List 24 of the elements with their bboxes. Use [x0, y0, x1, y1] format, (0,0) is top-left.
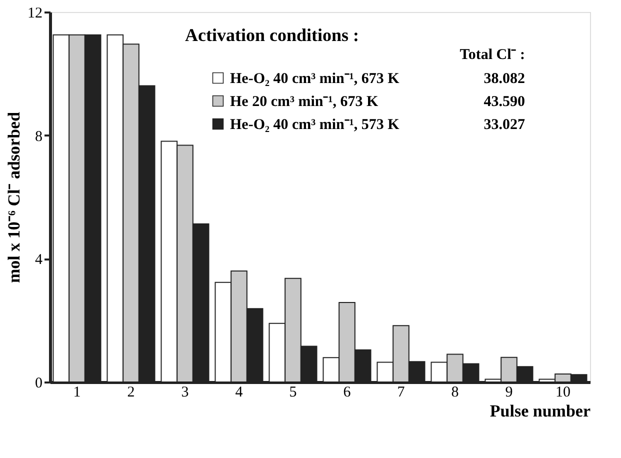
x-axis-title: Pulse number — [490, 402, 591, 420]
legend-label: He-O₂ 40 cm³ min⁻¹, 573 K — [230, 117, 400, 133]
x-tick-label: 5 — [289, 384, 297, 400]
annotation: 43.590 — [484, 94, 525, 110]
x-tick-label: 8 — [451, 384, 459, 400]
x-tick-label: 6 — [343, 384, 352, 400]
y-axis-title: mol x 10⁻⁶ Cl⁻ adsorbed — [4, 111, 24, 284]
x-tick-label: 3 — [181, 384, 189, 400]
legend-label: He 20 cm³ min⁻¹, 673 K — [230, 94, 378, 110]
x-tick-label: 1 — [73, 384, 81, 400]
y-tick-label: 4 — [35, 252, 43, 268]
x-tick-label: 10 — [556, 384, 570, 400]
x-tick-label: 9 — [505, 384, 513, 400]
x-tick-label: 7 — [397, 384, 406, 400]
y-tick-label: 12 — [28, 6, 42, 22]
annotation: Total Cl⁻ : — [460, 47, 525, 63]
legend-title: Activation conditions : — [185, 25, 360, 45]
y-tick-label: 8 — [35, 128, 42, 145]
x-tick-label: 4 — [235, 384, 244, 400]
annotation: 38.082 — [484, 71, 525, 87]
x-tick-label: 2 — [127, 384, 135, 400]
y-tick-label: 0 — [35, 376, 42, 392]
legend-label: He-O₂ 40 cm³ min⁻¹, 673 K — [230, 71, 400, 87]
annotation: 33.027 — [484, 117, 526, 133]
